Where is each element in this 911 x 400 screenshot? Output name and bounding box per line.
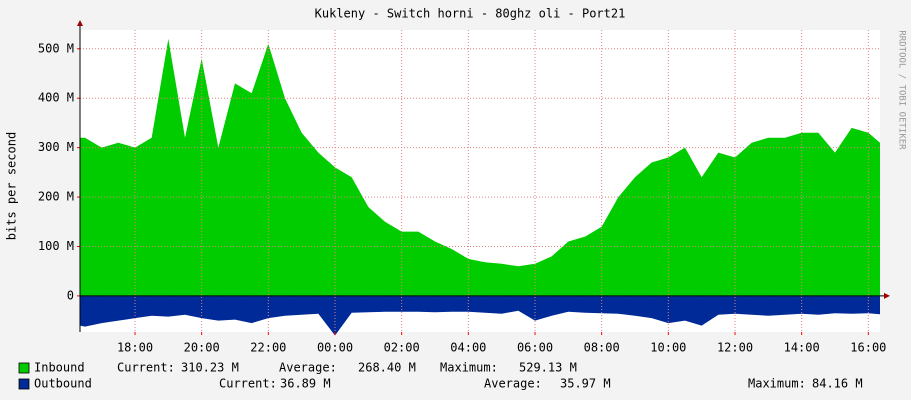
y-tick-label: 200 M — [38, 190, 74, 204]
legend-swatch — [18, 378, 30, 390]
legend-stat-label: Maximum: — [748, 377, 806, 391]
x-tick-label: 10:00 — [650, 341, 686, 355]
x-tick-label: 22:00 — [250, 341, 286, 355]
y-tick-label: 0 — [67, 288, 74, 302]
y-tick-label: 300 M — [38, 140, 74, 154]
watermark: RRDTOOL / TOBI OETIKER — [897, 30, 907, 150]
x-tick-label: 02:00 — [384, 341, 420, 355]
y-axis-label: bits per second — [5, 132, 19, 240]
x-tick-label: 20:00 — [184, 341, 220, 355]
x-tick-label: 12:00 — [717, 341, 753, 355]
legend-stat-value: 268.40 M — [358, 361, 416, 375]
y-tick-label: 500 M — [38, 41, 74, 55]
x-tick-label: 16:00 — [850, 341, 886, 355]
x-tick-label: 04:00 — [450, 341, 486, 355]
legend-stat-label: Average: — [484, 377, 542, 391]
x-tick-label: 18:00 — [117, 341, 153, 355]
series-area — [80, 295, 880, 336]
x-tick-label: 06:00 — [517, 341, 553, 355]
y-tick-label: 100 M — [38, 239, 74, 253]
legend-stat-label: Maximum: — [440, 361, 498, 375]
legend-stat-value: 36.89 M — [280, 377, 331, 391]
x-tick-label: 08:00 — [584, 341, 620, 355]
legend-label: Inbound — [34, 361, 85, 375]
legend-stat-value: 529.13 M — [519, 361, 577, 375]
legend-stat-label: Average: — [279, 361, 337, 375]
y-tick-label: 400 M — [38, 91, 74, 105]
y-arrow — [77, 20, 83, 26]
legend-stat-value: 310.23 M — [181, 361, 239, 375]
legend-stat-label: Current: — [219, 377, 277, 391]
x-tick-label: 14:00 — [784, 341, 820, 355]
legend-stat-value: 84.16 M — [812, 377, 863, 391]
x-arrow — [884, 292, 890, 299]
chart-title: Kukleny - Switch horni - 80ghz oli - Por… — [315, 7, 626, 21]
legend-swatch — [18, 362, 30, 374]
series-area — [80, 38, 880, 296]
legend-stat-label: Current: — [117, 361, 175, 375]
legend-stat-value: 35.97 M — [560, 377, 611, 391]
legend-label: Outbound — [34, 377, 92, 391]
x-tick-label: 00:00 — [317, 341, 353, 355]
